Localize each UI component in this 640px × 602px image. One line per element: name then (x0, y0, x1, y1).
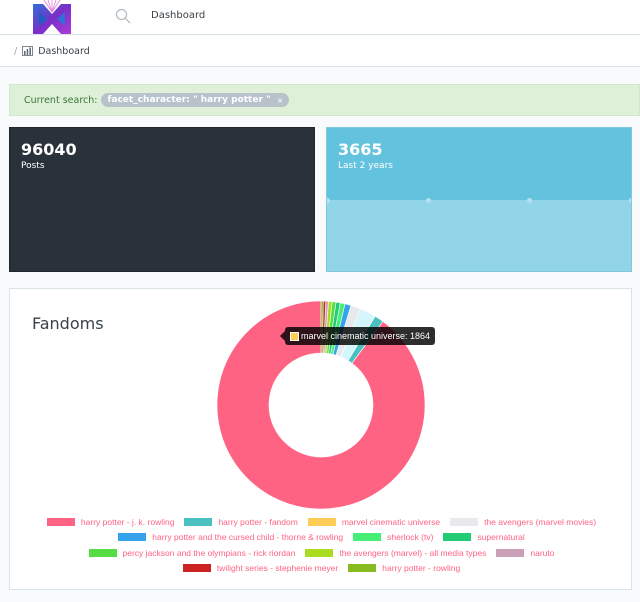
recent-posts-count: 3665 (338, 140, 383, 159)
legend-row: twilight series - stephenie meyer harry p… (10, 561, 633, 577)
legend-swatch (307, 517, 336, 526)
legend-swatch (118, 533, 147, 542)
legend-swatch (184, 517, 213, 526)
legend-swatch (450, 517, 479, 526)
legend-item[interactable]: the avengers (marvel movies) (450, 517, 596, 527)
bar-chart-icon (22, 46, 34, 56)
posts-label: Posts (21, 161, 45, 171)
legend-label: harry potter - rowling (382, 563, 461, 574)
legend-label: harry potter - j. k. rowling (80, 516, 175, 527)
recent-posts-label: Last 2 years (338, 161, 393, 171)
posts-count: 96040 (21, 140, 77, 159)
tooltip-swatch (290, 331, 299, 341)
legend-row: harry potter and the cursed child - thor… (10, 530, 633, 546)
legend-item[interactable]: harry potter - rowling (348, 563, 460, 573)
legend-item[interactable]: sherlock (tv) (353, 532, 433, 542)
app-logo-icon[interactable] (31, 0, 73, 34)
search-icon[interactable] (115, 8, 131, 24)
legend-item[interactable]: the avengers (marvel) - all media types (305, 548, 486, 558)
legend-label: supernatural (477, 532, 525, 543)
search-filter-chip-label: facet_character: " harry potter " (107, 95, 271, 105)
legend-label: the avengers (marvel) - all media types (339, 547, 487, 558)
legend-swatch (348, 564, 377, 573)
legend-swatch (496, 548, 525, 557)
fandoms-title: Fandoms (32, 314, 104, 333)
legend-swatch (46, 517, 75, 526)
legend-swatch (305, 548, 334, 557)
chart-slice[interactable] (216, 300, 426, 510)
legend-item[interactable]: marvel cinematic universe (307, 516, 441, 527)
legend-item[interactable]: supernatural (443, 532, 525, 543)
legend-swatch (443, 533, 472, 542)
close-icon[interactable]: × (276, 95, 284, 105)
tooltip-text: marvel cinematic universe: 1864 (301, 331, 431, 341)
top-navbar: Dashboard (0, 0, 640, 35)
legend-label: harry potter and the cursed child - thor… (152, 532, 344, 543)
posts-stat-card: 96040 Posts (9, 127, 315, 272)
legend-row: percy jackson and the olympians - rick r… (10, 545, 633, 561)
recent-posts-stat-card: 3665 Last 2 years (326, 127, 632, 272)
legend-item[interactable]: percy jackson and the olympians - rick r… (88, 547, 296, 558)
legend-label: twilight series - stephenie meyer (216, 563, 339, 574)
breadcrumb-separator: / (14, 45, 18, 57)
card-sparkline-area (327, 128, 631, 200)
sparkline-point (426, 198, 431, 203)
legend-item[interactable]: harry potter and the cursed child - thor… (118, 532, 343, 542)
chart-tooltip: marvel cinematic universe: 1864 (279, 327, 436, 345)
sparkline-point (629, 198, 631, 203)
sparkline-point (527, 198, 532, 203)
sparkline-point (327, 198, 330, 203)
legend-label: the avengers (marvel movies) (484, 516, 597, 527)
legend-swatch (353, 533, 382, 542)
legend-item[interactable]: twilight series - stephenie meyer (182, 563, 339, 574)
current-search-label: Current search: (24, 94, 98, 106)
legend-row: harry potter - j. k. rowling harry potter… (10, 514, 633, 530)
legend-label: sherlock (tv) (387, 532, 434, 543)
chart-legend: harry potter - j. k. rowling harry potter… (10, 514, 633, 576)
nav-dashboard-link[interactable]: Dashboard (151, 10, 206, 21)
breadcrumb: / Dashboard (0, 36, 640, 67)
legend-item[interactable]: naruto (496, 548, 554, 558)
legend-item[interactable]: harry potter - j. k. rowling (46, 516, 175, 527)
legend-swatch (182, 564, 211, 573)
legend-swatch (88, 548, 117, 557)
legend-label: marvel cinematic universe (341, 516, 441, 527)
current-search-bar: Current search: facet_character: " harry… (9, 84, 640, 116)
search-filter-chip[interactable]: facet_character: " harry potter " × (101, 93, 290, 107)
legend-label: percy jackson and the olympians - rick r… (122, 547, 296, 558)
legend-item[interactable]: harry potter - fandom (184, 516, 298, 527)
breadcrumb-current[interactable]: Dashboard (38, 45, 90, 57)
legend-label: naruto (530, 547, 555, 558)
legend-label: harry potter - fandom (218, 516, 298, 527)
